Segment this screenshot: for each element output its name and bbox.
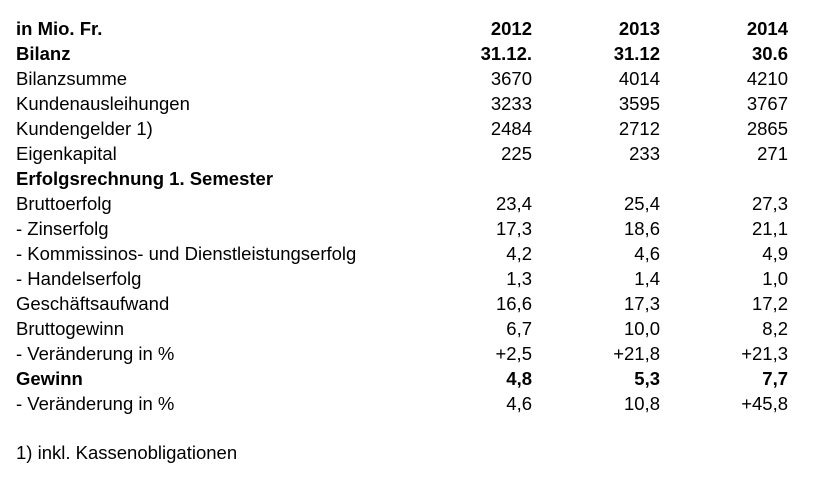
value-2014: 27,3 bbox=[751, 193, 788, 214]
table-row: - Kommissinos- und Dienstleistungserfolg… bbox=[16, 241, 788, 266]
value-2012: 23,4 bbox=[495, 193, 532, 214]
value-2014: 17,2 bbox=[751, 293, 788, 314]
row-label: Bilanzsumme bbox=[16, 68, 128, 89]
year-2012-header: 2012 bbox=[490, 18, 532, 39]
value-2013: 10,0 bbox=[623, 318, 660, 339]
table-row: Bilanzsumme 3670 4014 4210 bbox=[16, 66, 788, 91]
row-label: - Veränderung in % bbox=[16, 343, 175, 364]
unit-label: in Mio. Fr. bbox=[16, 18, 103, 39]
row-label: Bilanz bbox=[16, 43, 71, 64]
value-2014: 2865 bbox=[746, 118, 788, 139]
table-body: in Mio. Fr. 2012 2013 2014 Bilanz 31.12. 3… bbox=[16, 16, 788, 416]
value-2013: 17,3 bbox=[623, 293, 660, 314]
value-2013: 10,8 bbox=[623, 393, 660, 414]
value-2012: 17,3 bbox=[495, 218, 532, 239]
value-2013: 3595 bbox=[618, 93, 660, 114]
value-2014: +45,8 bbox=[741, 393, 788, 414]
value-2012: 4,6 bbox=[506, 393, 532, 414]
row-label: Kundengelder 1) bbox=[16, 118, 153, 139]
value-2013: 18,6 bbox=[623, 218, 660, 239]
value-2013 bbox=[532, 166, 660, 191]
table-row: Bruttoerfolg 23,4 25,4 27,3 bbox=[16, 191, 788, 216]
row-label: Bruttogewinn bbox=[16, 318, 124, 339]
value-2012: +2,5 bbox=[495, 343, 532, 364]
value-2013: 4014 bbox=[618, 68, 660, 89]
value-2014: 3767 bbox=[746, 93, 788, 114]
value-2013: 5,3 bbox=[634, 368, 660, 389]
value-2014: +21,3 bbox=[741, 343, 788, 364]
footnote: 1) inkl. Kassenobligationen bbox=[16, 442, 238, 463]
row-label: Eigenkapital bbox=[16, 143, 117, 164]
value-2014: 8,2 bbox=[762, 318, 788, 339]
value-2014: 7,7 bbox=[762, 368, 788, 389]
table-row: Geschäftsaufwand 16,6 17,3 17,2 bbox=[16, 291, 788, 316]
value-2012: 16,6 bbox=[495, 293, 532, 314]
row-label: Gewinn bbox=[16, 368, 83, 389]
header-row: in Mio. Fr. 2012 2013 2014 bbox=[16, 16, 788, 41]
table-row: Kundengelder 1) 2484 2712 2865 bbox=[16, 116, 788, 141]
table-row: Bilanz 31.12. 31.12 30.6 bbox=[16, 41, 788, 66]
row-label: Kundenausleihungen bbox=[16, 93, 190, 114]
table-row: Gewinn 4,8 5,3 7,7 bbox=[16, 366, 788, 391]
value-2014: 30.6 bbox=[751, 43, 788, 64]
table-row: - Veränderung in % +2,5 +21,8 +21,3 bbox=[16, 341, 788, 366]
value-2013: 25,4 bbox=[623, 193, 660, 214]
table-row: Bruttogewinn 6,7 10,0 8,2 bbox=[16, 316, 788, 341]
value-2012: 3670 bbox=[490, 68, 532, 89]
value-2013: 4,6 bbox=[634, 243, 660, 264]
value-2014: 21,1 bbox=[751, 218, 788, 239]
financial-table: in Mio. Fr. 2012 2013 2014 Bilanz 31.12. 3… bbox=[16, 16, 788, 416]
value-2013: +21,8 bbox=[613, 343, 660, 364]
value-2013: 31.12 bbox=[613, 43, 660, 64]
value-2014 bbox=[660, 166, 788, 191]
row-label: - Veränderung in % bbox=[16, 393, 175, 414]
value-2012: 6,7 bbox=[506, 318, 532, 339]
row-label: - Handelserfolg bbox=[16, 268, 142, 289]
table-row: - Veränderung in % 4,6 10,8 +45,8 bbox=[16, 391, 788, 416]
table-row: Erfolgsrechnung 1. Semester bbox=[16, 166, 788, 191]
value-2014: 271 bbox=[757, 143, 788, 164]
value-2012: 2484 bbox=[490, 118, 532, 139]
value-2012: 31.12. bbox=[480, 43, 532, 64]
row-label: Erfolgsrechnung 1. Semester bbox=[16, 168, 274, 189]
row-label: - Zinserfolg bbox=[16, 218, 109, 239]
value-2014: 4210 bbox=[746, 68, 788, 89]
value-2012: 1,3 bbox=[506, 268, 532, 289]
value-2014: 4,9 bbox=[762, 243, 788, 264]
year-2014-header: 2014 bbox=[746, 18, 788, 39]
table-row: Eigenkapital 225 233 271 bbox=[16, 141, 788, 166]
value-2012: 225 bbox=[501, 143, 532, 164]
value-2012: 3233 bbox=[490, 93, 532, 114]
value-2012: 4,2 bbox=[506, 243, 532, 264]
row-label: Bruttoerfolg bbox=[16, 193, 112, 214]
value-2012: 4,8 bbox=[506, 368, 532, 389]
value-2014: 1,0 bbox=[762, 268, 788, 289]
year-2013-header: 2013 bbox=[618, 18, 660, 39]
value-2012 bbox=[426, 166, 532, 191]
table-row: - Zinserfolg 17,3 18,6 21,1 bbox=[16, 216, 788, 241]
table-row: Kundenausleihungen 3233 3595 3767 bbox=[16, 91, 788, 116]
value-2013: 233 bbox=[629, 143, 660, 164]
row-label: Geschäftsaufwand bbox=[16, 293, 170, 314]
row-label: - Kommissinos- und Dienstleistungserfolg bbox=[16, 243, 357, 264]
value-2013: 2712 bbox=[618, 118, 660, 139]
value-2013: 1,4 bbox=[634, 268, 660, 289]
table-row: - Handelserfolg 1,3 1,4 1,0 bbox=[16, 266, 788, 291]
